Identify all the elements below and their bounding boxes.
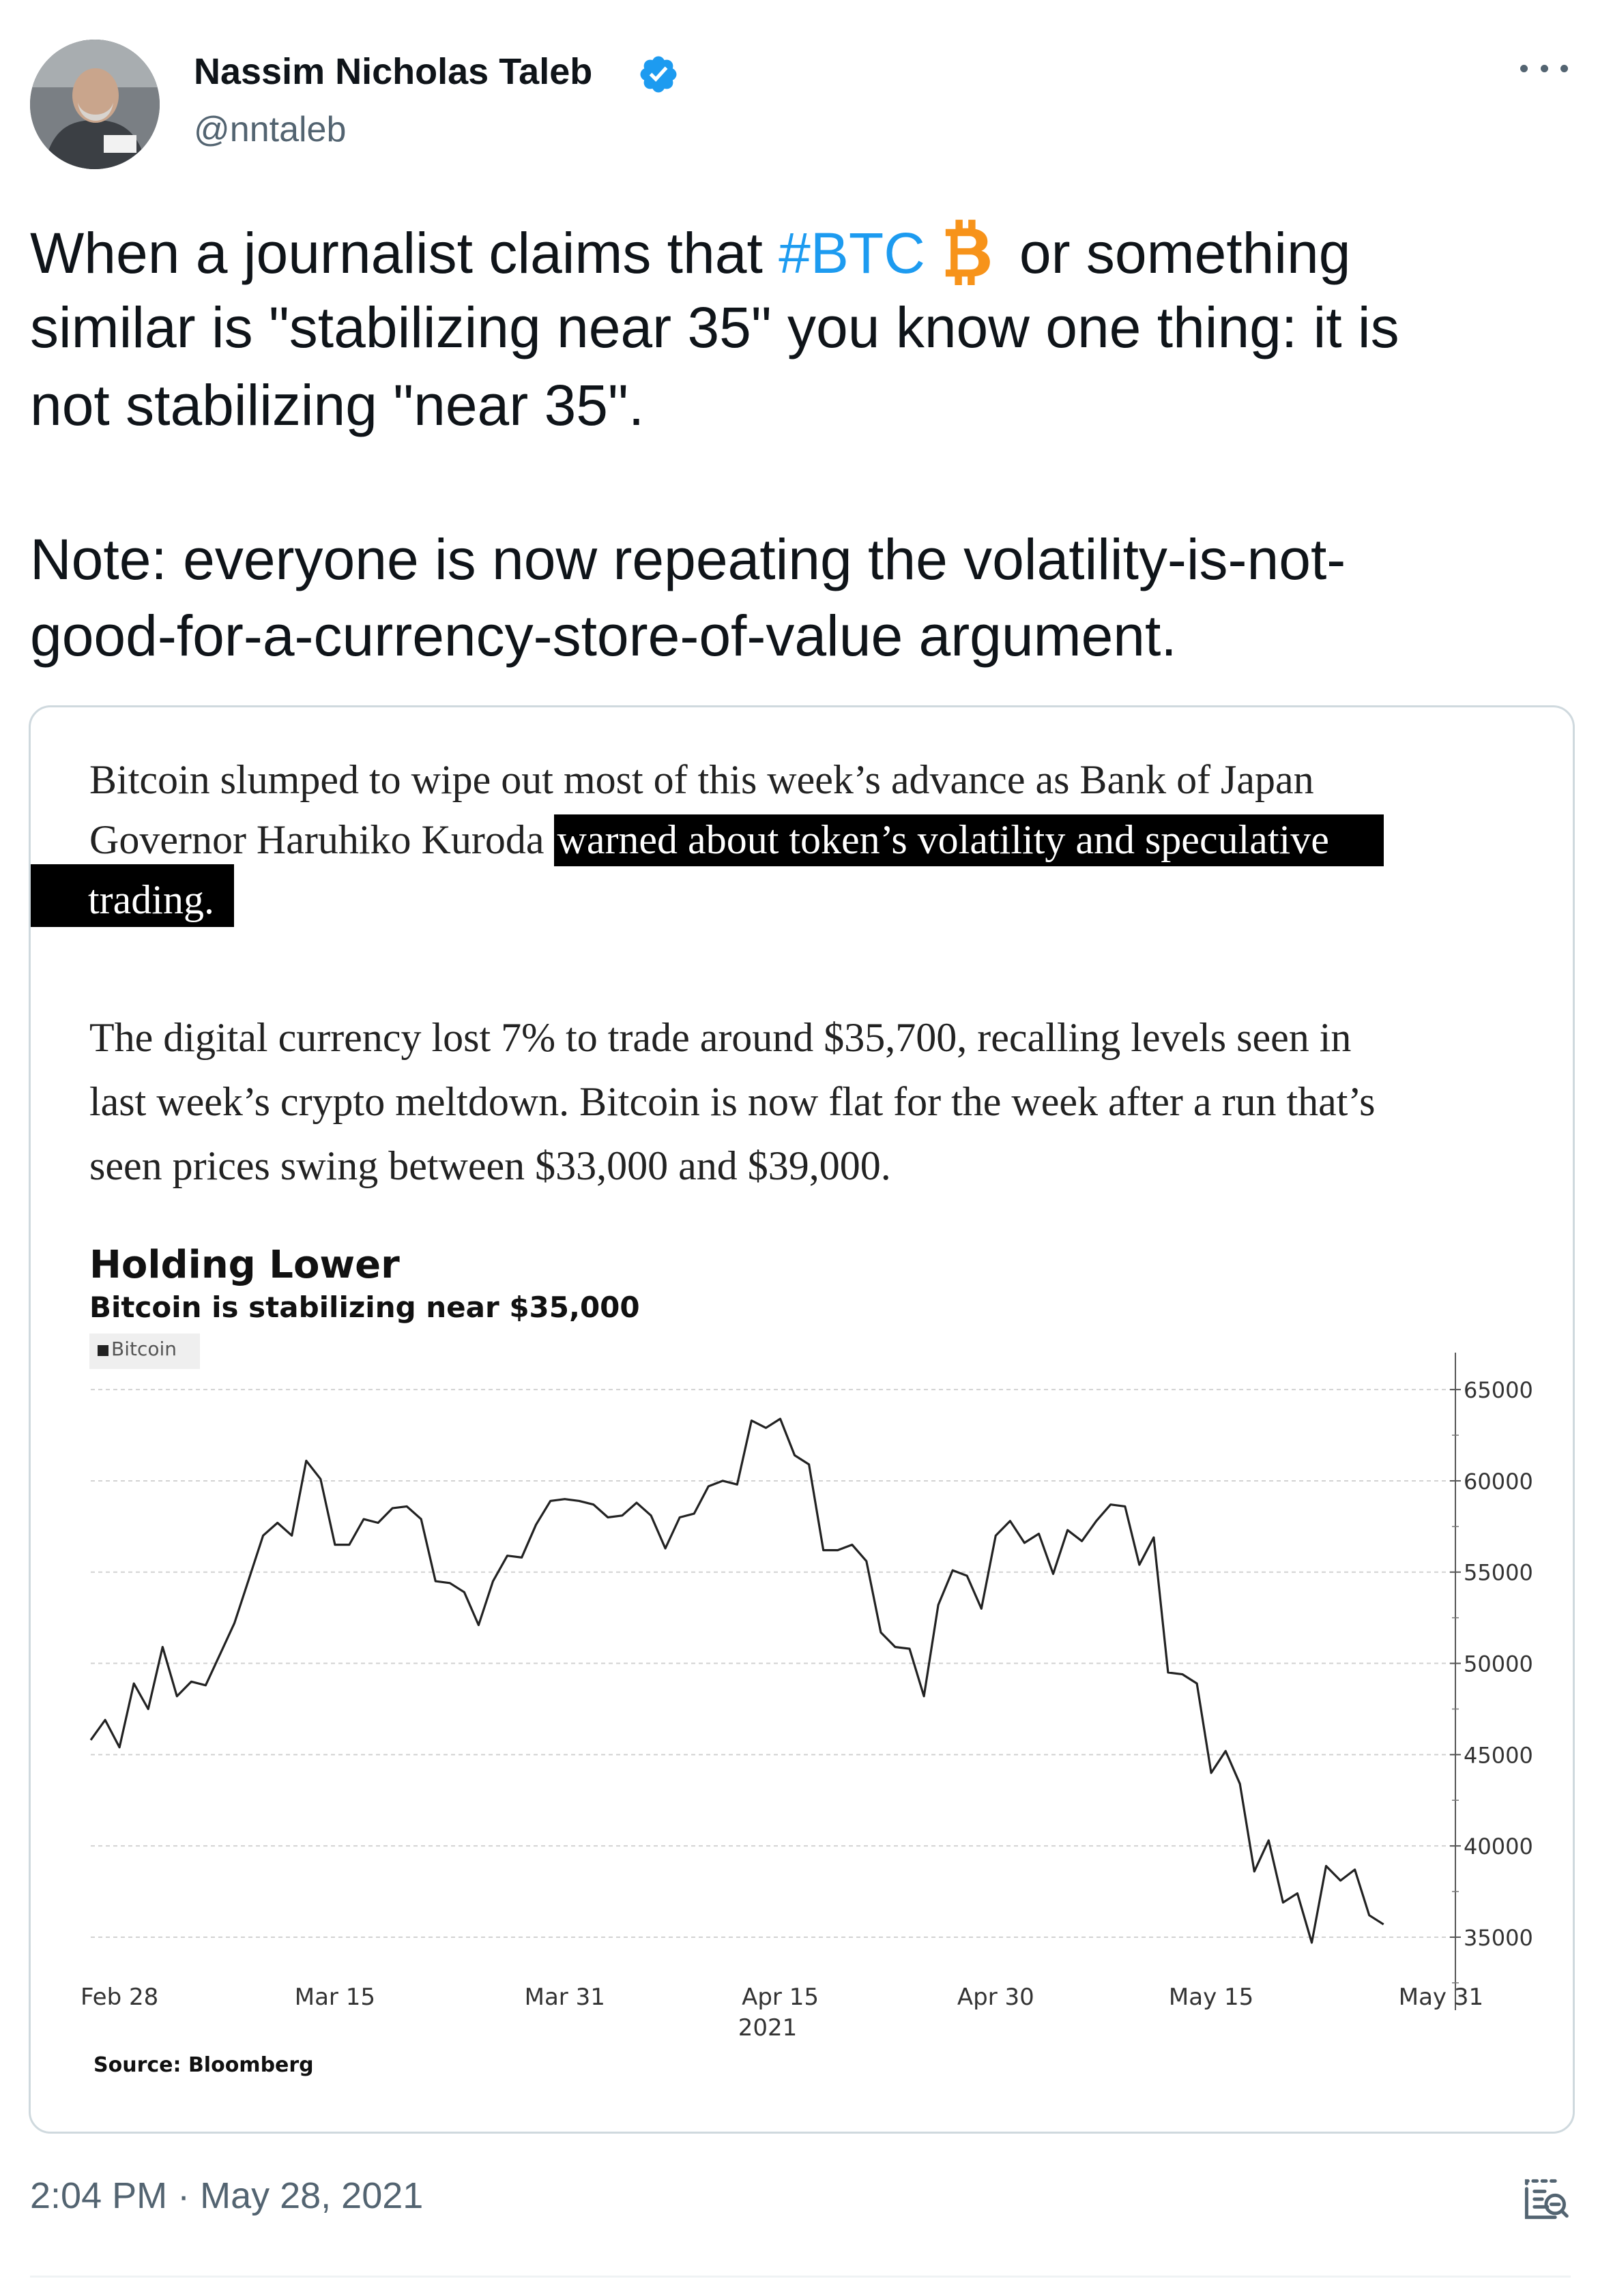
chart-series [89, 1417, 1384, 1944]
x-tick-label: Apr 30 [957, 1984, 1034, 2011]
y-tick-label: 65000 [1464, 1377, 1533, 1403]
more-horizontal-icon[interactable] [1520, 55, 1568, 82]
y-tick-label: 55000 [1464, 1560, 1533, 1586]
chart-legend: Bitcoin [89, 1334, 200, 1369]
author-name[interactable]: Nassim Nicholas Taleb [194, 51, 593, 92]
view-tweet-activity-icon[interactable] [1519, 2173, 1571, 2225]
series-line-bitcoin [89, 1417, 1384, 1944]
x-tick-label: Feb 28 [81, 1984, 158, 2011]
x-tick-label: Mar 31 [525, 1984, 605, 2011]
verified-badge-icon [640, 56, 677, 93]
tweet-text-line-5: good-for-a-currency-store-of-value argum… [30, 604, 1177, 668]
avatar[interactable] [30, 40, 160, 169]
author-handle[interactable]: @nntaleb [194, 110, 347, 149]
legend-label: Bitcoin [111, 1338, 177, 1360]
hashtag-link[interactable]: #BTC [779, 221, 925, 285]
x-tick-label: May 31 [1399, 1984, 1483, 2011]
tweet-text-line-4: Note: everyone is now repeating the vola… [30, 527, 1346, 591]
y-tick-label: 35000 [1464, 1925, 1533, 1951]
bitcoin-emoji-icon [945, 220, 990, 285]
legend-swatch [98, 1345, 108, 1356]
x-tick-label: Mar 15 [295, 1984, 375, 2011]
article-text-line: seen prices swing between $33,000 and $3… [89, 1143, 891, 1188]
tweet-text-line-2: similar is "stabilizing near 35" you kno… [30, 295, 1399, 359]
bitcoin-price-chart: Holding Lower Bitcoin is stabilizing nea… [81, 1243, 1533, 2077]
chart-y-axis: 35000 40000 45000 50000 55000 60000 65000 [1450, 1353, 1533, 2010]
article-text-line: Bitcoin slumped to wipe out most of this… [89, 757, 1314, 802]
article-text-line: Governor Haruhiko Kuroda warned about to… [89, 814, 1384, 866]
tweet-media-image[interactable]: Bitcoin slumped to wipe out most of this… [29, 705, 1575, 2134]
tweet-text-line-1: When a journalist claims that #BTC or so… [30, 217, 1350, 286]
divider [30, 2276, 1571, 2278]
chart-subtitle: Bitcoin is stabilizing near $35,000 [89, 1291, 640, 1324]
y-tick-label: 60000 [1464, 1469, 1533, 1495]
tweet-text-segment: When a journalist claims that [30, 221, 779, 285]
y-tick-label: 40000 [1464, 1834, 1533, 1859]
article-text-line: The digital currency lost 7% to trade ar… [89, 1015, 1352, 1060]
x-axis-year-label: 2021 [738, 2014, 798, 2042]
tweet-text-segment: or something [1019, 221, 1351, 285]
y-tick-label: 45000 [1464, 1742, 1533, 1768]
x-tick-label: Apr 15 [742, 1984, 819, 2011]
article-highlight-block [31, 864, 234, 927]
tweet-text-line-3: not stabilizing "near 35". [30, 373, 645, 437]
tweet-timestamp[interactable]: 2:04 PM · May 28, 2021 [30, 2175, 424, 2216]
article-text-highlight: warned about token’s volatility and spec… [554, 814, 1384, 866]
article-text-plain: Governor Haruhiko Kuroda [89, 817, 555, 862]
chart-title: Holding Lower [89, 1243, 400, 1287]
y-tick-label: 50000 [1464, 1651, 1533, 1677]
x-tick-label: May 15 [1169, 1984, 1253, 2011]
article-text-line: last week’s crypto meltdown. Bitcoin is … [89, 1079, 1376, 1124]
chart-source: Source: Bloomberg [93, 2053, 314, 2077]
chart-x-axis: Feb 28 Mar 15 Mar 31 Apr 15 Apr 30 May 15 May … [81, 1984, 1483, 2011]
article-text-highlight: trading. [88, 877, 214, 922]
